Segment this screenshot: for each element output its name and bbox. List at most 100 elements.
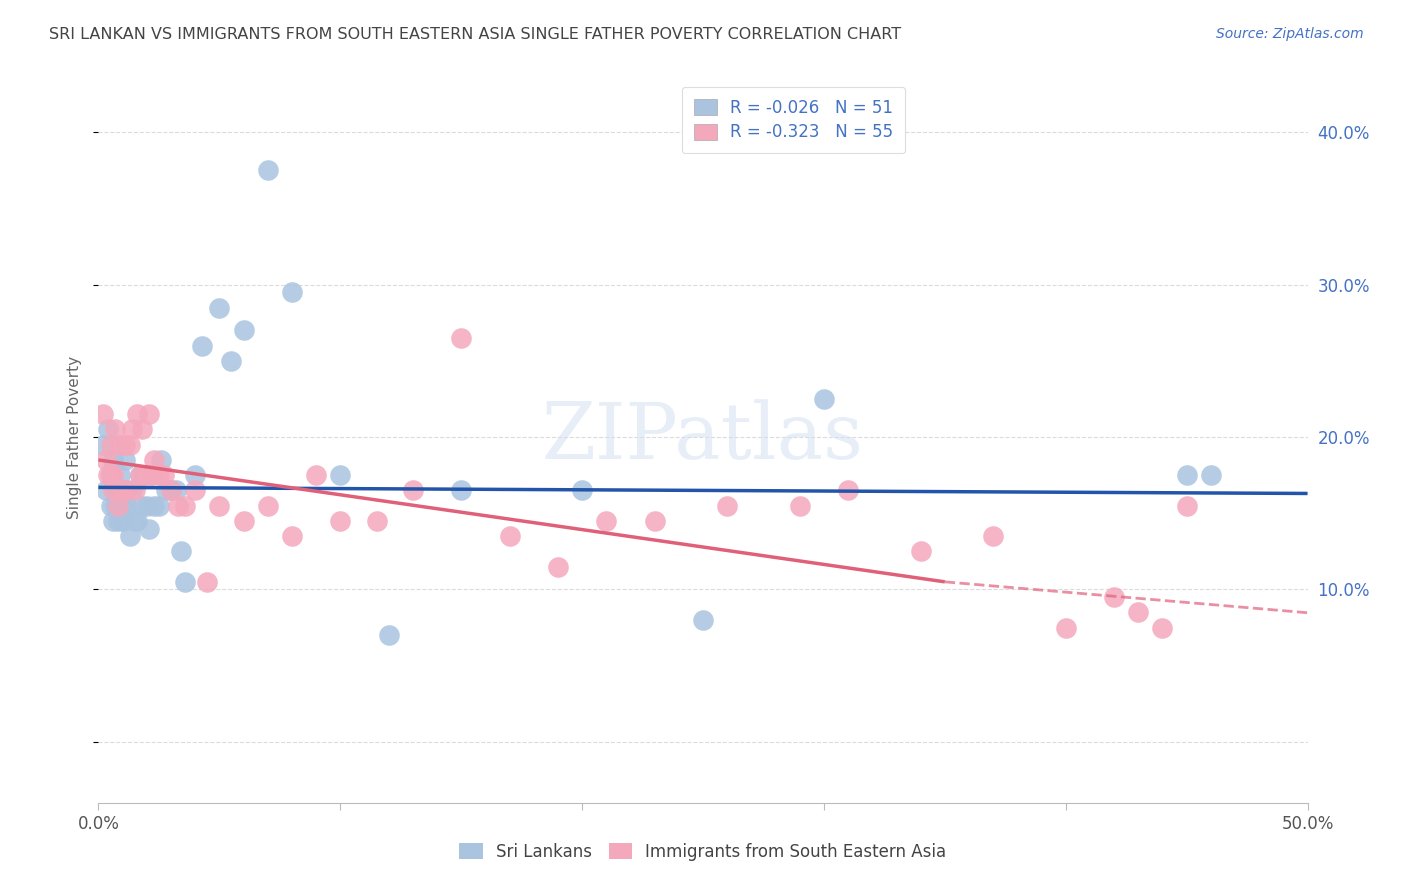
Point bbox=[97, 468, 120, 483]
Point bbox=[281, 285, 304, 300]
Point bbox=[184, 483, 207, 498]
Point bbox=[143, 499, 166, 513]
Text: ZIPatlas: ZIPatlas bbox=[541, 400, 865, 475]
Point bbox=[143, 453, 166, 467]
Point bbox=[148, 468, 170, 483]
Point bbox=[329, 514, 352, 528]
Point bbox=[101, 514, 124, 528]
Point bbox=[1152, 621, 1174, 635]
Point bbox=[692, 613, 714, 627]
Point bbox=[141, 468, 163, 483]
Point bbox=[256, 499, 278, 513]
Point bbox=[232, 323, 254, 337]
Point bbox=[837, 483, 859, 498]
Point bbox=[716, 499, 738, 513]
Point bbox=[232, 514, 254, 528]
Point bbox=[107, 499, 129, 513]
Point bbox=[208, 301, 231, 315]
Point bbox=[121, 483, 143, 498]
Point bbox=[111, 499, 134, 513]
Point bbox=[1102, 590, 1125, 604]
Point bbox=[94, 483, 117, 498]
Point bbox=[169, 544, 191, 558]
Point bbox=[101, 453, 124, 467]
Point bbox=[97, 422, 120, 436]
Point bbox=[281, 529, 304, 543]
Point bbox=[1175, 499, 1198, 513]
Point bbox=[789, 499, 811, 513]
Point bbox=[124, 514, 146, 528]
Point bbox=[165, 483, 187, 498]
Point bbox=[117, 499, 139, 513]
Point bbox=[134, 468, 156, 483]
Point bbox=[121, 422, 143, 436]
Point bbox=[108, 483, 131, 498]
Point bbox=[101, 468, 124, 483]
Point bbox=[104, 499, 127, 513]
Point bbox=[184, 468, 207, 483]
Point bbox=[1054, 621, 1077, 635]
Point bbox=[111, 514, 134, 528]
Point bbox=[644, 514, 666, 528]
Point bbox=[402, 483, 425, 498]
Point bbox=[135, 499, 157, 513]
Point bbox=[107, 514, 129, 528]
Point bbox=[111, 483, 134, 498]
Point bbox=[91, 407, 114, 421]
Point bbox=[117, 483, 139, 498]
Point bbox=[571, 483, 593, 498]
Point bbox=[114, 483, 136, 498]
Point bbox=[104, 422, 127, 436]
Point bbox=[305, 468, 328, 483]
Point bbox=[160, 483, 183, 498]
Point bbox=[155, 483, 177, 498]
Point bbox=[174, 574, 197, 589]
Point bbox=[1199, 468, 1222, 483]
Legend: Sri Lankans, Immigrants from South Eastern Asia: Sri Lankans, Immigrants from South Easte… bbox=[453, 837, 953, 868]
Point bbox=[94, 453, 117, 467]
Point bbox=[813, 392, 835, 406]
Point bbox=[148, 499, 170, 513]
Point bbox=[208, 499, 231, 513]
Point bbox=[167, 499, 190, 513]
Y-axis label: Single Father Poverty: Single Father Poverty bbox=[67, 356, 83, 518]
Point bbox=[191, 338, 214, 352]
Point bbox=[138, 521, 160, 535]
Point bbox=[134, 468, 156, 483]
Point bbox=[152, 468, 174, 483]
Point bbox=[221, 354, 243, 368]
Point bbox=[450, 331, 472, 345]
Point bbox=[128, 468, 150, 483]
Point bbox=[118, 438, 141, 452]
Point bbox=[498, 529, 520, 543]
Point bbox=[160, 483, 183, 498]
Point bbox=[100, 499, 122, 513]
Point bbox=[195, 574, 218, 589]
Point bbox=[114, 453, 136, 467]
Point bbox=[138, 407, 160, 421]
Point bbox=[1175, 468, 1198, 483]
Point bbox=[114, 438, 136, 452]
Point bbox=[981, 529, 1004, 543]
Point bbox=[547, 559, 569, 574]
Point bbox=[127, 407, 149, 421]
Point bbox=[141, 468, 163, 483]
Point bbox=[108, 438, 131, 452]
Point bbox=[118, 529, 141, 543]
Point bbox=[174, 499, 197, 513]
Text: Source: ZipAtlas.com: Source: ZipAtlas.com bbox=[1216, 27, 1364, 41]
Point bbox=[107, 499, 129, 513]
Point bbox=[127, 514, 149, 528]
Point bbox=[256, 163, 278, 178]
Point bbox=[100, 438, 122, 452]
Text: SRI LANKAN VS IMMIGRANTS FROM SOUTH EASTERN ASIA SINGLE FATHER POVERTY CORRELATI: SRI LANKAN VS IMMIGRANTS FROM SOUTH EAST… bbox=[49, 27, 901, 42]
Point bbox=[101, 483, 124, 498]
Point bbox=[366, 514, 388, 528]
Point bbox=[595, 514, 617, 528]
Point bbox=[108, 468, 131, 483]
Point bbox=[135, 468, 157, 483]
Point bbox=[108, 499, 131, 513]
Point bbox=[104, 483, 127, 498]
Point bbox=[131, 422, 153, 436]
Point bbox=[150, 453, 173, 467]
